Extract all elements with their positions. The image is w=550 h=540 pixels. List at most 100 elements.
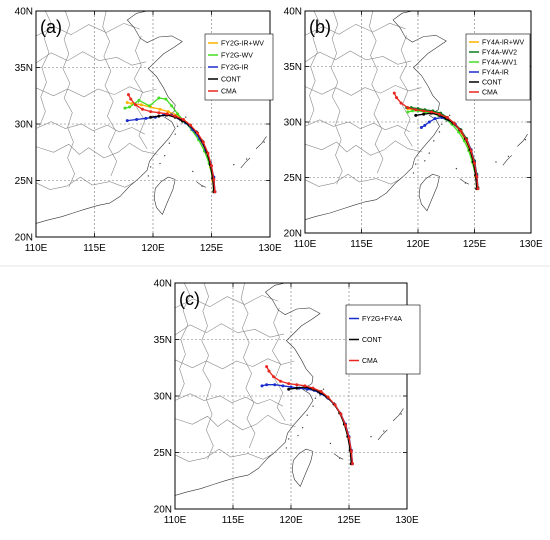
data-point [289,385,293,389]
data-point [139,103,143,107]
data-point [419,126,423,130]
province-border [174,448,274,462]
coastline [153,176,176,215]
province-border [304,22,406,36]
x-tick-label: 110E [294,239,317,250]
legend-label: CONT [482,80,503,87]
basemap [174,282,404,496]
province-border [174,414,296,431]
data-point [206,151,210,155]
legend-box [465,33,531,101]
province-border [304,85,422,96]
island-dot [306,414,308,416]
data-point [201,140,205,144]
island-dot [464,182,467,184]
island-dot [428,152,430,154]
island-dot [370,435,372,438]
y-tick-label: 30N [15,120,33,131]
legend-label: CONT [221,77,242,84]
data-point [395,96,399,100]
x-tick-label: 110E [25,243,48,254]
legend-label: FY4A-WV2 [482,50,517,57]
island-dot [192,170,194,173]
series-fy4a-wv1 [406,109,479,191]
island-dot [339,457,341,459]
island-dot [164,154,166,157]
data-point [459,129,463,133]
data-point [427,120,431,124]
series-line [127,94,216,192]
y-tick-label: 35N [284,62,302,73]
island-dot [147,175,150,177]
data-point [157,114,161,118]
island-dot [159,162,161,165]
data-point [392,91,396,95]
data-point [195,131,199,135]
data-point [265,365,269,369]
data-point [452,121,456,125]
panel-label: (c) [179,289,200,309]
data-point [319,389,323,393]
data-point [125,119,129,123]
series-line [261,384,354,464]
y-tick-label: 40N [284,7,302,18]
data-point [476,187,480,191]
legend-label: FY4A-IR+WV [482,40,525,47]
data-point [333,403,337,407]
island-dot [181,122,183,124]
legend-label: FY4A-IR [482,70,509,77]
panel-label: (b) [309,17,331,37]
y-tick-label: 35N [154,335,172,346]
province-border [102,10,118,177]
x-tick-label: 125E [337,515,361,526]
data-point [414,113,418,117]
province-border [35,86,157,98]
data-point [165,112,169,116]
plot-frame [174,282,408,510]
data-point [287,387,291,391]
island-dot [301,426,304,429]
coastline [291,448,314,487]
province-border [304,173,402,187]
chart-panel-1: 110E 115E 120E 125E 130E 20N 25N 30N 35N 40N (a) FY… [15,7,282,255]
y-tick-label: 25N [284,173,302,184]
x-tick-label: 125E [463,239,487,250]
data-point [350,462,354,466]
island-dot [185,116,187,118]
island-dot [524,139,527,141]
data-point [311,386,315,390]
coastline [392,408,404,422]
province-border [35,121,145,135]
coastline [502,155,513,166]
island-dot [441,123,443,125]
data-point [347,436,351,440]
series-line [393,92,479,189]
data-point [188,123,192,127]
data-point [279,379,283,383]
y-tick-label: 20N [15,233,33,244]
data-point [212,177,216,181]
data-point [129,97,133,101]
province-border [174,358,295,370]
panel-label: (a) [40,17,62,37]
island-dot [495,161,497,163]
legend: FY2G+FY4A CONT CMA [345,304,421,375]
coastline [255,136,267,150]
legend-label: FY2G-IR+WV [221,41,264,48]
legend-label: FY2G-WV [221,53,253,60]
data-point [437,112,441,116]
data-point [281,384,285,388]
data-point [406,106,410,110]
legend-label: CMA [221,89,237,96]
island-dot [455,167,458,170]
province-border [304,119,411,133]
data-point [157,111,161,115]
island-dot [322,388,325,390]
data-point [135,117,139,121]
legend-label: CONT [362,337,383,344]
data-point [303,384,307,388]
data-point [144,116,148,120]
legend-label: CMA [362,358,378,365]
y-tick-label: 25N [15,176,33,187]
